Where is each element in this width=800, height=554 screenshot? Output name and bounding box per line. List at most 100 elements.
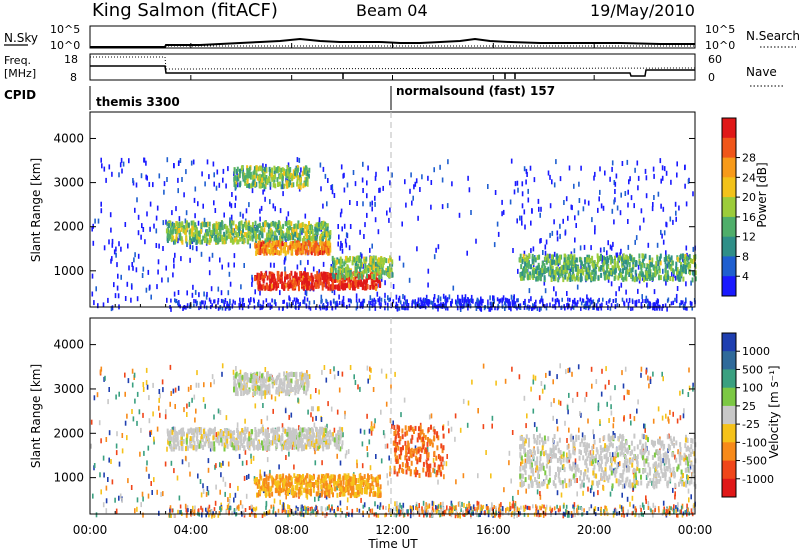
power-feature-cell — [339, 268, 342, 274]
power-echo-cell — [513, 299, 515, 305]
velocity-echo-cell — [423, 440, 426, 446]
velocity-echo-cell — [525, 488, 527, 494]
velocity-echo-cell — [382, 430, 385, 436]
power-nearrange-cell — [539, 299, 541, 304]
power-nearrange-cell — [398, 306, 401, 311]
power-feature-cell — [286, 165, 289, 170]
velocity-echo-cell — [602, 485, 605, 491]
velocity-echo-cell — [369, 465, 372, 471]
power-feature-cell — [545, 268, 548, 273]
power-echo-cell — [580, 165, 582, 171]
power-echo-cell — [599, 247, 602, 253]
velocity-echo-cell — [224, 491, 226, 497]
power-feature-cell — [304, 248, 307, 254]
power-feature-cell — [255, 173, 258, 179]
velocity-echo-cell — [582, 490, 584, 496]
power-feature-cell — [232, 239, 235, 245]
power-feature-cell — [553, 269, 556, 275]
power-feature-cell — [372, 265, 375, 270]
power-feature-cell — [354, 274, 357, 280]
velocity-echo-cell — [166, 446, 168, 452]
power-feature-cell — [369, 284, 372, 290]
power-nearrange-cell — [321, 298, 323, 303]
power-echo-cell — [152, 182, 154, 188]
velocity-echo-cell — [548, 370, 551, 376]
power-feature-cell — [341, 273, 344, 279]
power-feature-cell — [291, 175, 294, 181]
velocity-echo-cell — [314, 449, 316, 455]
power-feature-cell — [241, 165, 243, 171]
power-nearrange-cell — [597, 306, 600, 311]
power-echo-cell — [210, 286, 213, 292]
power-echo-cell — [576, 284, 579, 290]
velocity-nearrange-cell — [228, 507, 230, 512]
power-feature-cell — [235, 180, 238, 186]
power-feature-cell — [259, 244, 262, 250]
velocity-echo-cell — [623, 395, 625, 401]
power-feature-cell — [297, 245, 299, 251]
power-feature-cell — [209, 237, 212, 243]
power-nearrange-cell — [689, 300, 692, 305]
power-echo-cell — [666, 306, 668, 312]
velocity-echo-cell — [118, 461, 121, 467]
power-feature-cell — [631, 267, 634, 273]
velocity-echo-cell — [592, 429, 594, 435]
power-feature-cell — [322, 274, 325, 280]
power-feature-cell — [264, 181, 267, 187]
power-feature-cell — [179, 222, 182, 228]
power-feature-cell — [316, 230, 319, 236]
power-feature-cell — [608, 271, 611, 277]
velocity-echo-cell — [645, 369, 647, 375]
power-nearrange-cell — [430, 300, 432, 305]
velocity-echo-cell — [618, 461, 621, 467]
power-echo-cell — [253, 225, 255, 230]
power-feature-cell — [372, 284, 375, 290]
power-echo-cell — [221, 264, 223, 270]
power-nearrange-cell — [361, 301, 364, 305]
power-nearrange-cell — [217, 300, 219, 305]
power-echo-cell — [194, 213, 196, 219]
power-echo-cell — [580, 264, 582, 270]
velocity-echo-cell — [633, 473, 635, 479]
power-nearrange-cell — [296, 297, 298, 302]
power-echo-cell — [202, 203, 204, 209]
power-echo-cell — [493, 242, 496, 248]
power-nearrange-cell — [377, 298, 379, 303]
power-feature-cell — [645, 267, 648, 273]
power-feature-cell — [368, 265, 370, 271]
velocity-echo-cell — [576, 391, 579, 397]
y-tick-label: 1000 — [53, 264, 84, 278]
power-feature-cell — [312, 285, 315, 291]
power-nearrange-cell — [686, 306, 688, 311]
velocity-echo-cell — [592, 444, 595, 449]
velocity-echo-cell — [536, 489, 539, 495]
velocity-echo-cell — [344, 453, 347, 459]
power-feature-cell — [280, 239, 283, 245]
colorbar-swatch — [722, 137, 736, 159]
power-echo-cell — [230, 203, 233, 209]
velocity-echo-cell — [367, 378, 369, 384]
velocity-echo-cell — [176, 475, 179, 481]
power-nearrange-cell — [238, 302, 240, 307]
power-nearrange-cell — [338, 301, 341, 305]
velocity-echo-cell — [145, 466, 148, 472]
power-feature-cell — [671, 276, 674, 282]
power-feature-cell — [689, 263, 692, 269]
power-echo-cell — [116, 285, 119, 291]
power-feature-cell — [303, 277, 306, 283]
velocity-echo-cell — [688, 497, 690, 503]
velocity-echo-cell — [672, 411, 674, 417]
power-echo-cell — [684, 165, 686, 171]
power-echo-cell — [355, 293, 358, 299]
power-feature-cell — [309, 225, 312, 230]
velocity-echo-cell — [169, 401, 171, 407]
power-echo-cell — [516, 180, 519, 186]
velocity-nearrange-cell — [634, 513, 636, 518]
velocity-echo-cell — [545, 372, 547, 378]
power-echo-cell — [264, 196, 266, 202]
power-echo-cell — [392, 284, 395, 289]
power-feature-cell — [317, 246, 320, 252]
power-echo-cell — [179, 158, 182, 163]
velocity-echo-cell — [614, 385, 616, 391]
power-feature-cell — [572, 267, 574, 272]
